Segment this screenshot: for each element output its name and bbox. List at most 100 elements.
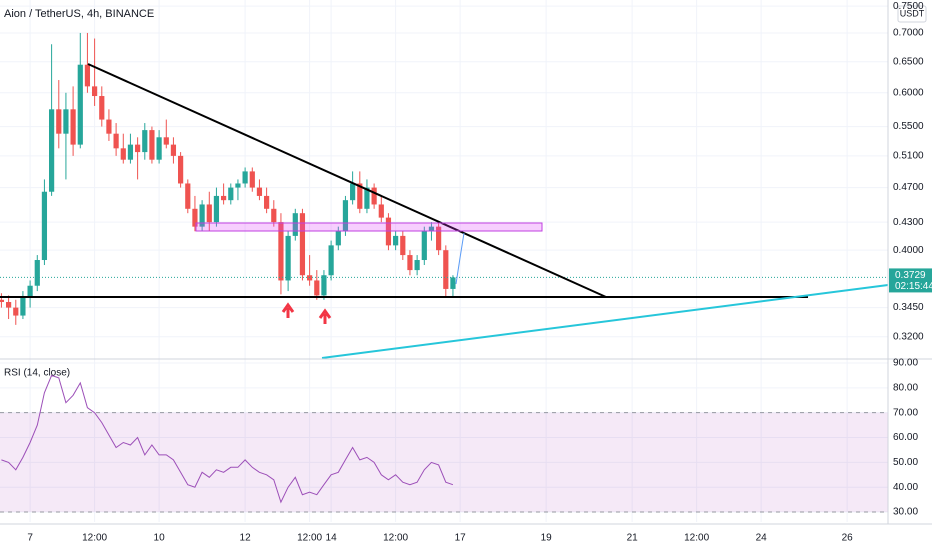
- candle-body: [149, 130, 155, 160]
- candle-body: [70, 109, 76, 145]
- candle-body: [77, 64, 83, 145]
- candle-body: [357, 183, 363, 209]
- candle-body: [20, 296, 26, 316]
- grid-layer: [0, 0, 888, 522]
- arrow: [318, 308, 332, 324]
- candle-body: [428, 226, 435, 232]
- candle-body: [135, 144, 141, 153]
- candle-body: [450, 277, 456, 289]
- y-tick-label: 50.00: [893, 457, 918, 468]
- candle-body: [113, 133, 119, 149]
- candle-body: [13, 307, 19, 316]
- candle-body: [314, 280, 320, 296]
- x-tick-label: 19: [541, 533, 553, 544]
- candle-body: [443, 250, 449, 289]
- candle-body: [407, 255, 413, 271]
- y-tick-label: 0.3450: [893, 302, 924, 313]
- y-tick-label: 0.4000: [893, 245, 924, 256]
- y-tick-label: 30.00: [893, 507, 918, 518]
- overlay-layer: 0.7500 0.7000 0.6500 0.6000 0.5500 0.5100 0.47…: [27, 1, 932, 544]
- x-tick-label: 12:00: [297, 533, 322, 544]
- x-tick-label: 12:00: [82, 533, 107, 544]
- x-tick-label: 12:00: [684, 533, 709, 544]
- candle-body: [213, 195, 220, 223]
- x-tick-label: 26: [842, 533, 854, 544]
- candle-body: [63, 109, 69, 134]
- x-tick-label: 14: [326, 533, 338, 544]
- candle-body: [271, 208, 277, 223]
- candle-body: [221, 195, 227, 201]
- candle-body: [400, 235, 406, 256]
- x-tick-label: 12:00: [383, 533, 408, 544]
- y-tick-label: 60.00: [893, 432, 918, 443]
- candle-body: [436, 226, 442, 251]
- rising-line: [321, 284, 889, 359]
- rsi-band: [0, 412, 888, 513]
- candle-body: [34, 260, 40, 286]
- candle-body: [56, 109, 62, 134]
- candle-body: [421, 231, 427, 261]
- arrow: [281, 302, 295, 318]
- candle-body: [285, 235, 291, 281]
- candle-body: [228, 187, 234, 201]
- candle-body: [127, 144, 134, 160]
- candle-body: [235, 183, 241, 188]
- candle-body: [342, 200, 349, 232]
- candle-body: [84, 64, 91, 87]
- y-tick-label: 40.00: [893, 482, 918, 493]
- candle-body: [192, 208, 198, 227]
- y-tick-label: 0.5100: [893, 151, 924, 162]
- countdown-label: 02:15:44: [895, 281, 932, 292]
- mark-layer: [0, 32, 888, 504]
- candle-body: [292, 213, 298, 236]
- last-price-label: 0.3729: [895, 270, 926, 281]
- x-tick-label: 10: [154, 533, 166, 544]
- x-tick-label: 21: [627, 533, 639, 544]
- projection: [455, 232, 465, 285]
- band-layer: [0, 412, 888, 513]
- candle-body: [41, 191, 48, 261]
- resistance-zone: [195, 222, 543, 232]
- chart-title: Aion / TetherUS, 4h, BINANCE: [4, 8, 154, 20]
- y-tick-label: 80.00: [893, 382, 918, 393]
- candle-body: [278, 222, 284, 281]
- currency-box[interactable]: [897, 5, 927, 23]
- candle-body: [92, 86, 98, 97]
- candle-body: [170, 144, 177, 156]
- candle-body: [393, 235, 399, 246]
- x-tick-label: 17: [455, 533, 467, 544]
- y-tick-label: 0.3200: [893, 331, 924, 342]
- trend-line: [87, 63, 607, 298]
- rsi-line: [1, 374, 454, 504]
- last-price-box: [889, 268, 932, 293]
- y-tick-label: 0.4700: [893, 182, 924, 193]
- candle-body: [371, 187, 377, 205]
- candle-body: [199, 204, 205, 227]
- candle-body: [299, 213, 306, 276]
- rsi-label: RSI (14, close): [4, 368, 70, 379]
- candle-body: [328, 245, 334, 276]
- x-tick-label: 7: [27, 533, 33, 544]
- y-tick-label: 0.7500: [893, 1, 924, 12]
- candle-body: [6, 302, 12, 308]
- currency-label: USDT: [900, 8, 925, 18]
- y-tick-label: 0.5500: [893, 121, 924, 132]
- candle-body: [142, 130, 148, 153]
- drawings: [0, 63, 889, 359]
- y-tick-label: 0.6500: [893, 56, 924, 67]
- candle-body: [364, 187, 370, 209]
- y-tick-label: 90.00: [893, 358, 918, 369]
- candle-body: [414, 260, 420, 271]
- candle-body: [185, 183, 191, 209]
- y-tick-label: 0.6000: [893, 87, 924, 98]
- y-tick-label: 70.00: [893, 407, 918, 418]
- candle-body: [106, 119, 112, 134]
- candle-body: [350, 183, 356, 201]
- candle-body: [156, 137, 162, 160]
- candle-body: [99, 96, 105, 120]
- candle-body: [335, 231, 341, 246]
- x-tick-label: 24: [756, 533, 768, 544]
- candle-body: [27, 285, 33, 297]
